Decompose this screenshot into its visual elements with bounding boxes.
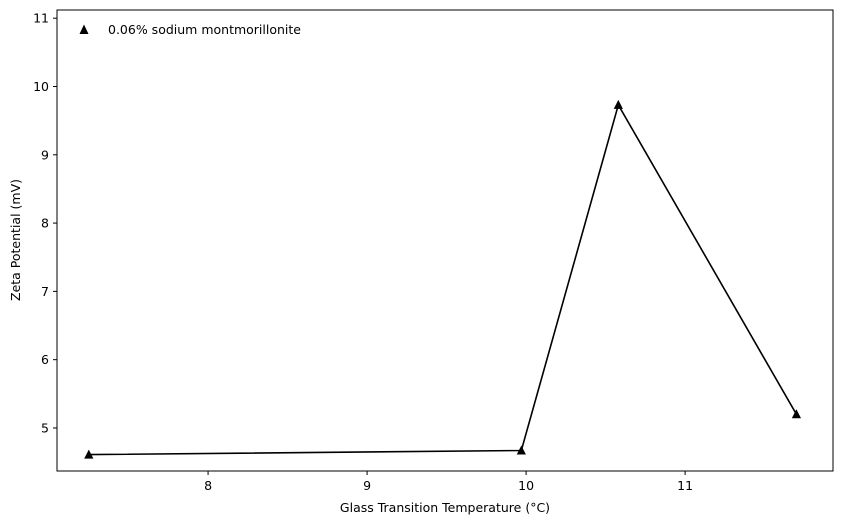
x-tick-label: 9 — [363, 478, 371, 493]
x-axis: 8 9 10 11 — [204, 471, 693, 493]
x-tick-label: 8 — [204, 478, 212, 493]
y-tick-label: 11 — [33, 11, 49, 26]
plot-frame — [56, 9, 834, 472]
plot-layer — [84, 99, 802, 459]
y-tick-label: 9 — [41, 147, 49, 162]
y-tick-label: 7 — [41, 284, 49, 299]
y-axis: 5 6 7 8 9 10 11 — [33, 11, 57, 435]
legend-marker-triangle — [79, 24, 89, 34]
data-point-triangle — [791, 409, 802, 419]
legend: 0.06% sodium montmorillonite — [79, 22, 301, 37]
data-point-triangle — [84, 449, 94, 459]
x-tick-label: 11 — [677, 478, 693, 493]
y-tick-label: 6 — [41, 352, 49, 367]
y-tick-label: 5 — [41, 420, 49, 435]
legend-label: 0.06% sodium montmorillonite — [108, 22, 301, 37]
y-tick-label: 8 — [41, 216, 49, 231]
x-tick-label: 10 — [518, 478, 534, 493]
data-point-triangle — [516, 445, 526, 455]
y-axis-label: Zeta Potential (mV) — [8, 179, 23, 301]
y-tick-label: 10 — [33, 79, 49, 94]
data-point-triangle — [613, 99, 623, 109]
series-line — [88, 102, 798, 456]
x-axis-label: Glass Transition Temperature (°C) — [340, 500, 550, 515]
